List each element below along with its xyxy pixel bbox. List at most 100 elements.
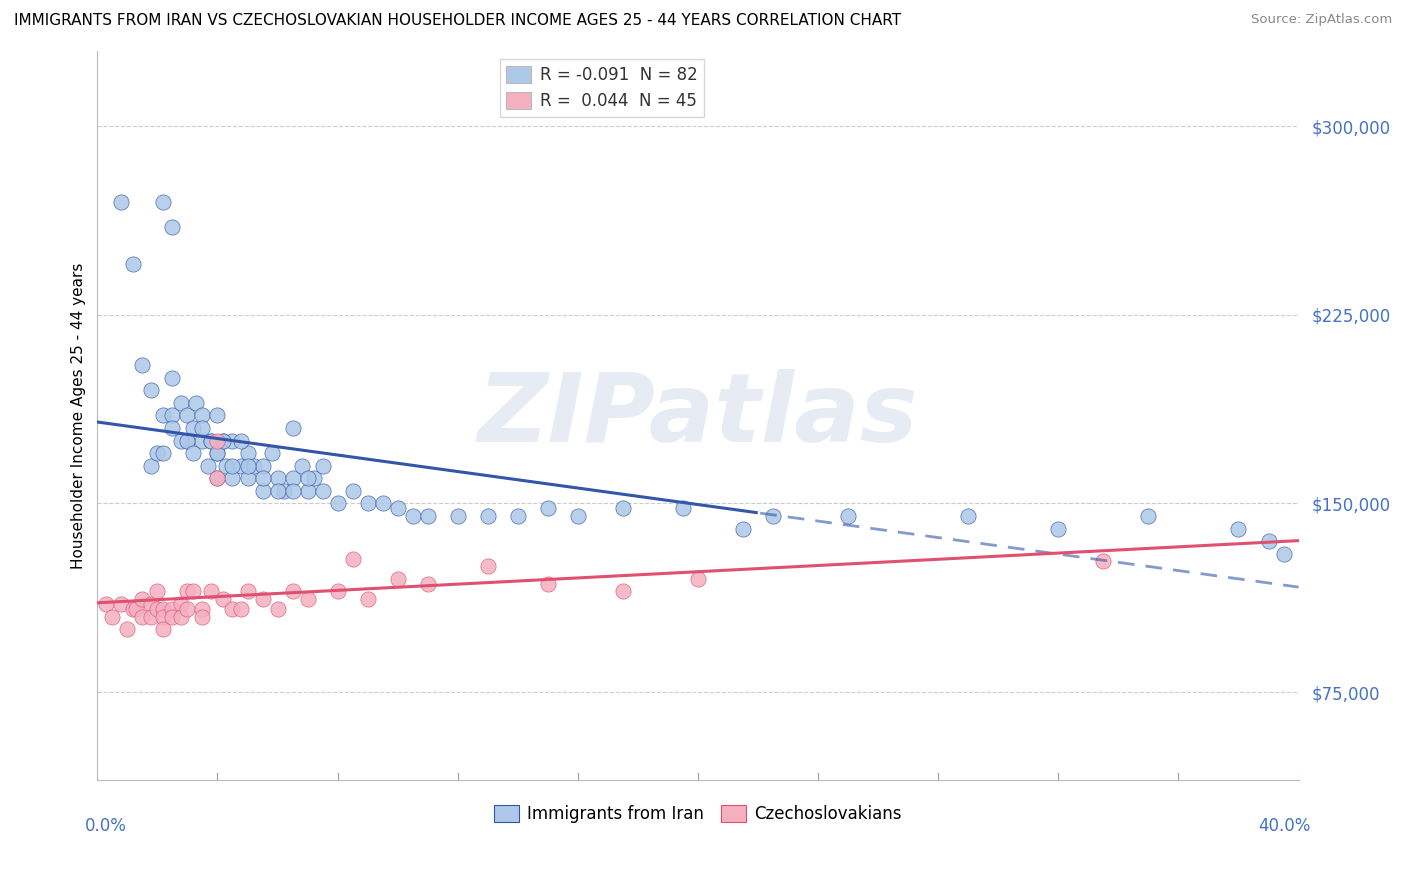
Point bbox=[231, 458, 253, 473]
Point bbox=[311, 458, 333, 473]
Text: IMMIGRANTS FROM IRAN VS CZECHOSLOVAKIAN HOUSEHOLDER INCOME AGES 25 - 44 YEARS CO: IMMIGRANTS FROM IRAN VS CZECHOSLOVAKIAN … bbox=[14, 13, 901, 29]
Text: 0.0%: 0.0% bbox=[86, 816, 127, 835]
Point bbox=[672, 501, 695, 516]
Point bbox=[281, 471, 304, 485]
Point bbox=[146, 602, 169, 616]
Point bbox=[176, 434, 198, 448]
Point bbox=[266, 471, 288, 485]
Point bbox=[837, 508, 859, 523]
Point bbox=[131, 358, 153, 372]
Point bbox=[152, 409, 174, 423]
Point bbox=[152, 602, 174, 616]
Point bbox=[197, 458, 219, 473]
Point bbox=[131, 609, 153, 624]
Point bbox=[356, 496, 378, 510]
Point bbox=[342, 551, 364, 566]
Point bbox=[141, 609, 163, 624]
Point bbox=[122, 602, 145, 616]
Point bbox=[266, 602, 288, 616]
Point bbox=[231, 434, 253, 448]
Point bbox=[281, 483, 304, 498]
Point bbox=[236, 471, 259, 485]
Point bbox=[567, 508, 589, 523]
Point bbox=[266, 483, 288, 498]
Point bbox=[122, 257, 145, 271]
Point bbox=[152, 609, 174, 624]
Point bbox=[162, 609, 184, 624]
Point bbox=[110, 194, 132, 209]
Point bbox=[146, 446, 169, 460]
Point bbox=[212, 434, 235, 448]
Point bbox=[176, 409, 198, 423]
Point bbox=[191, 421, 214, 435]
Point bbox=[356, 591, 378, 606]
Point bbox=[170, 396, 193, 410]
Point bbox=[447, 508, 470, 523]
Point bbox=[252, 471, 274, 485]
Point bbox=[146, 584, 169, 599]
Point bbox=[131, 591, 153, 606]
Point bbox=[183, 421, 205, 435]
Point bbox=[762, 508, 785, 523]
Point bbox=[1047, 522, 1070, 536]
Point bbox=[342, 483, 364, 498]
Point bbox=[260, 446, 283, 460]
Point bbox=[236, 446, 259, 460]
Point bbox=[242, 458, 264, 473]
Point bbox=[191, 434, 214, 448]
Point bbox=[1092, 554, 1115, 568]
Point bbox=[162, 421, 184, 435]
Point bbox=[176, 434, 198, 448]
Point bbox=[297, 471, 319, 485]
Point bbox=[117, 622, 139, 636]
Point bbox=[101, 609, 124, 624]
Point bbox=[221, 434, 243, 448]
Point bbox=[221, 602, 243, 616]
Y-axis label: Householder Income Ages 25 - 44 years: Householder Income Ages 25 - 44 years bbox=[72, 262, 86, 568]
Point bbox=[141, 383, 163, 397]
Point bbox=[200, 584, 222, 599]
Point bbox=[200, 434, 222, 448]
Text: 40.0%: 40.0% bbox=[1258, 816, 1310, 835]
Point bbox=[162, 219, 184, 234]
Point bbox=[152, 622, 174, 636]
Point bbox=[281, 421, 304, 435]
Point bbox=[326, 496, 349, 510]
Point bbox=[191, 409, 214, 423]
Point bbox=[152, 194, 174, 209]
Point bbox=[212, 434, 235, 448]
Point bbox=[402, 508, 425, 523]
Point bbox=[612, 584, 634, 599]
Point bbox=[252, 458, 274, 473]
Point bbox=[957, 508, 980, 523]
Point bbox=[183, 584, 205, 599]
Point bbox=[1257, 534, 1279, 549]
Point bbox=[207, 434, 229, 448]
Point bbox=[236, 458, 259, 473]
Point bbox=[170, 597, 193, 611]
Point bbox=[231, 602, 253, 616]
Point bbox=[252, 591, 274, 606]
Point bbox=[110, 597, 132, 611]
Point bbox=[162, 409, 184, 423]
Point bbox=[186, 396, 208, 410]
Point bbox=[252, 483, 274, 498]
Point bbox=[1272, 547, 1295, 561]
Point bbox=[207, 409, 229, 423]
Point bbox=[236, 584, 259, 599]
Point bbox=[297, 483, 319, 498]
Point bbox=[416, 577, 439, 591]
Point bbox=[731, 522, 754, 536]
Point bbox=[302, 471, 325, 485]
Point bbox=[200, 434, 222, 448]
Point bbox=[477, 508, 499, 523]
Point bbox=[141, 458, 163, 473]
Point bbox=[207, 471, 229, 485]
Text: ZIPatlas: ZIPatlas bbox=[478, 369, 918, 462]
Point bbox=[176, 584, 198, 599]
Point bbox=[387, 501, 409, 516]
Point bbox=[537, 501, 560, 516]
Point bbox=[152, 446, 174, 460]
Point bbox=[506, 508, 529, 523]
Point bbox=[207, 471, 229, 485]
